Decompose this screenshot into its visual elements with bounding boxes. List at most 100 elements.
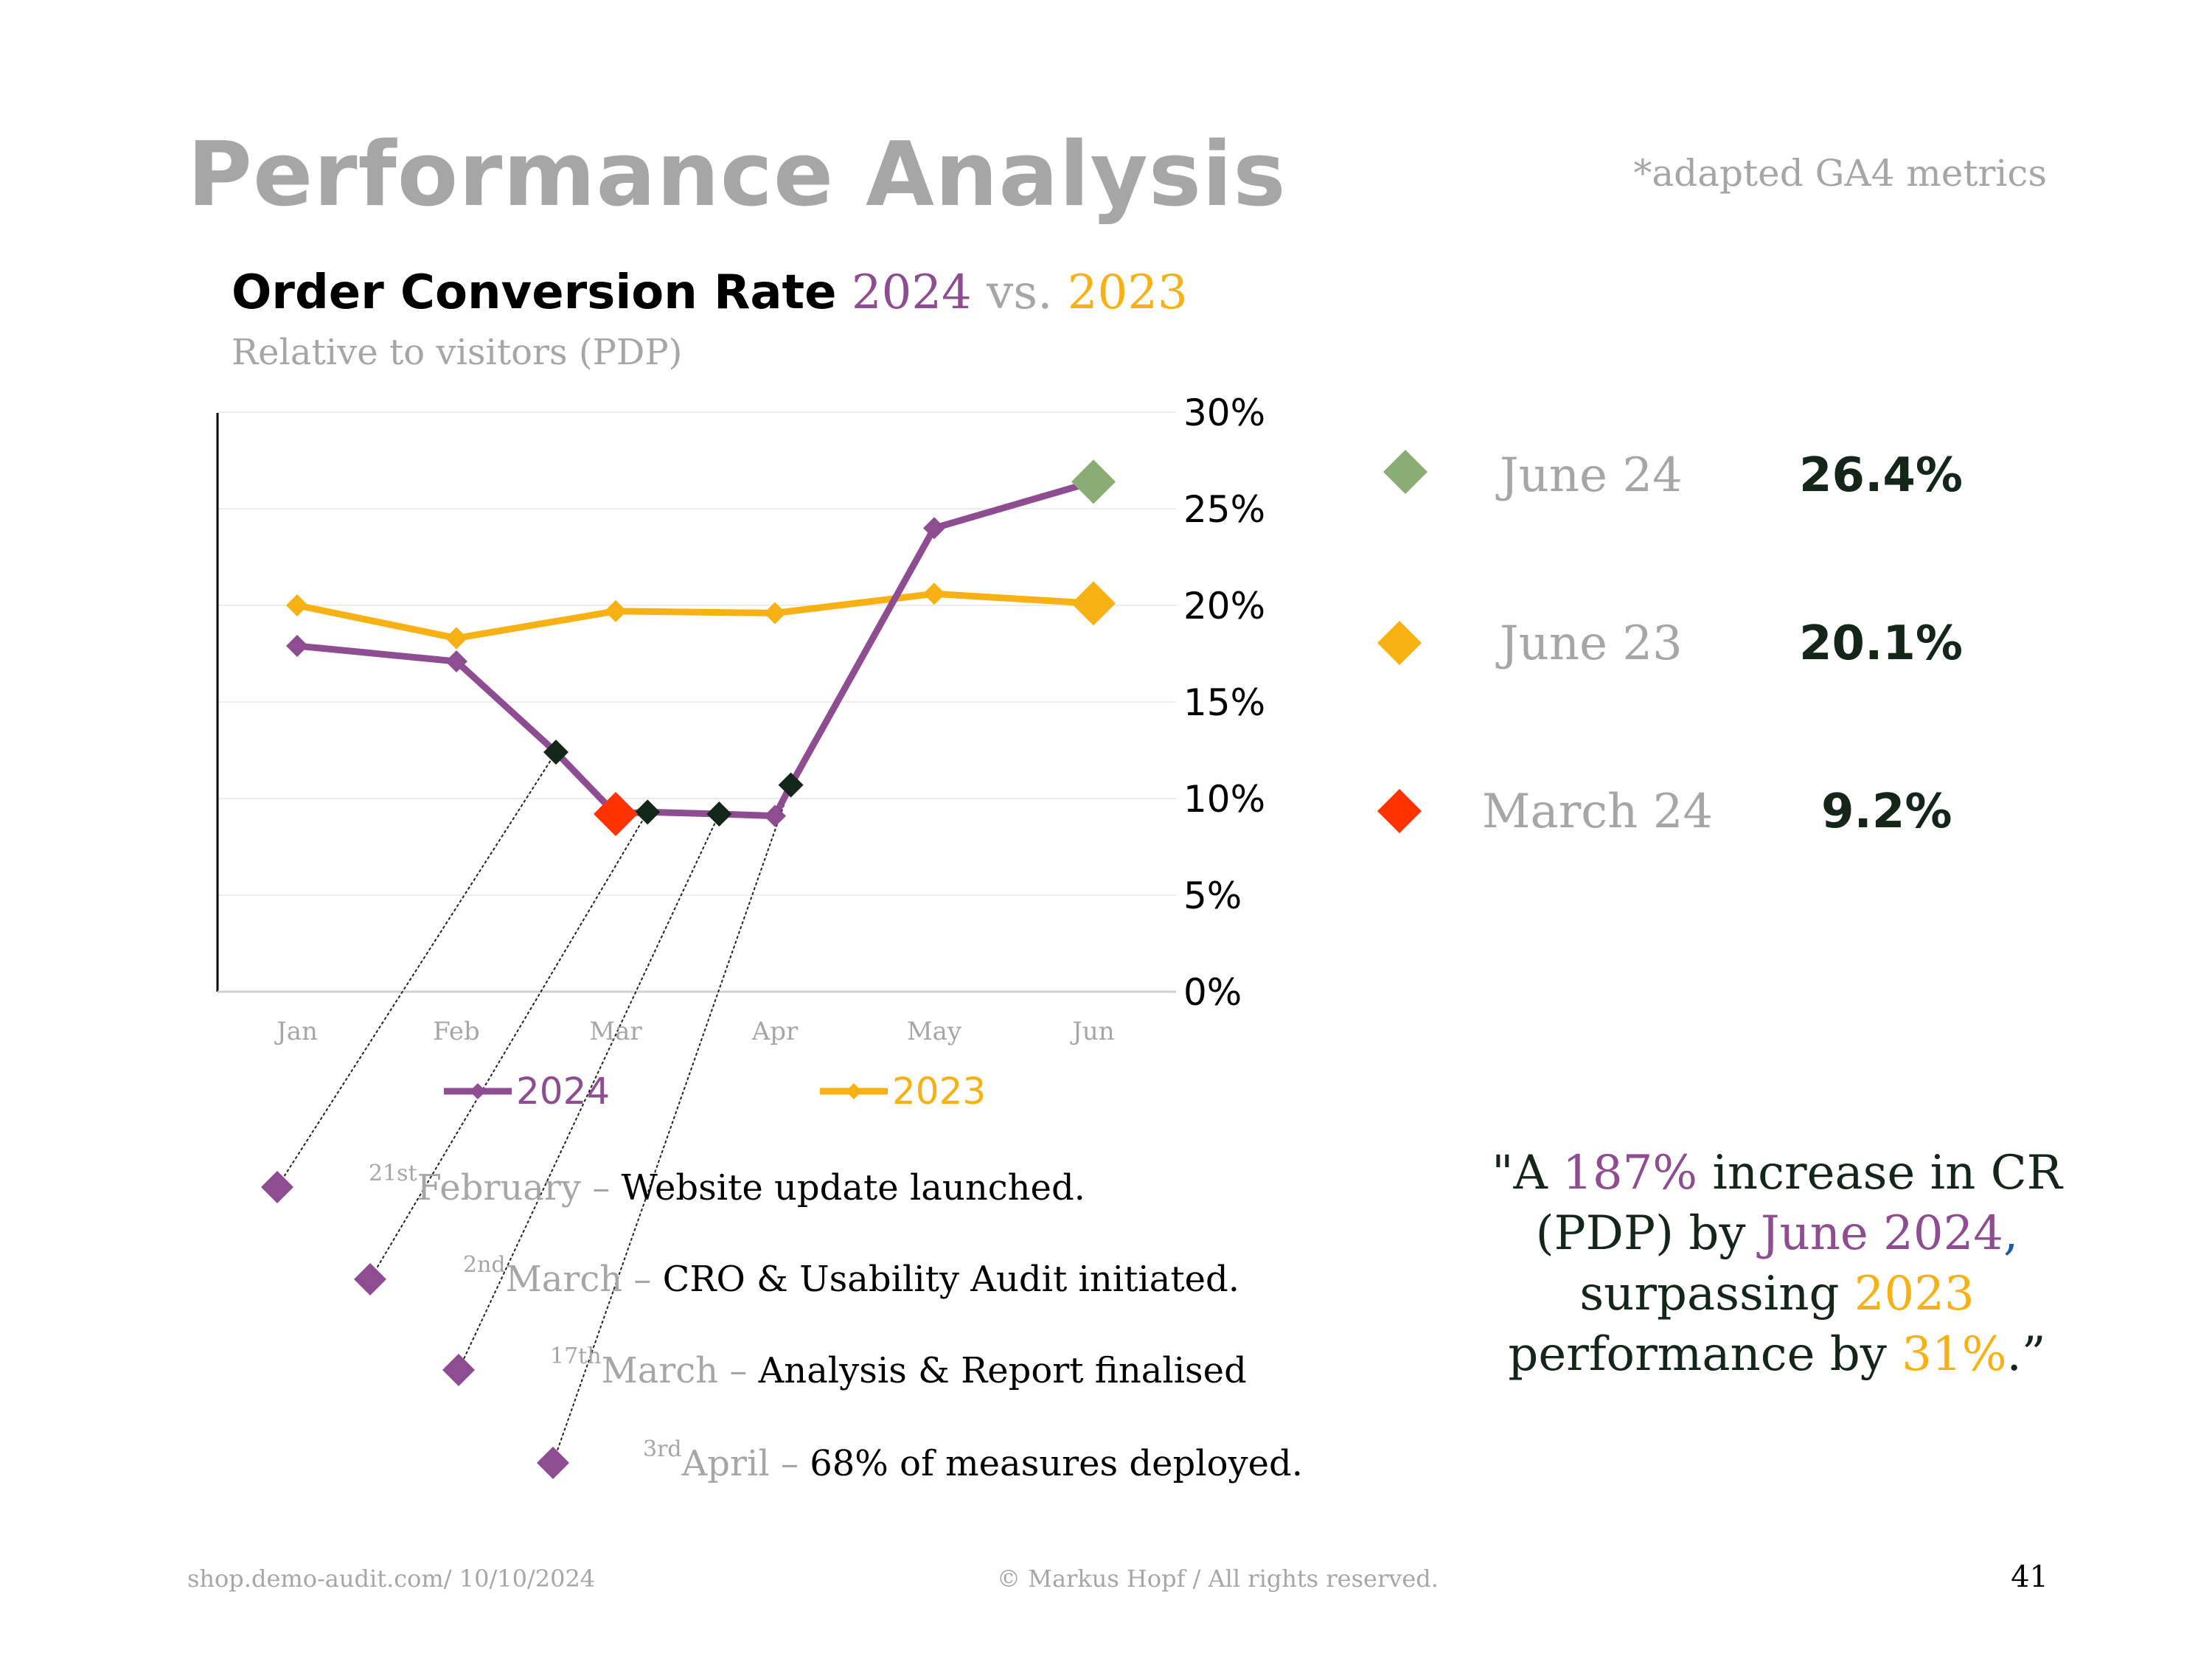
kpi-label-june24: June 24 — [1500, 448, 1683, 503]
highlight-marker — [594, 791, 638, 836]
point-2024 — [923, 517, 945, 540]
event-month: March — [505, 1259, 623, 1300]
event-diamond — [354, 1263, 386, 1295]
legend-label-2023: 2023 — [892, 1070, 986, 1113]
x-tick-label: Mar — [589, 1017, 642, 1046]
point-2024 — [764, 804, 786, 827]
event-marker — [706, 801, 732, 827]
chart-title-2024: 2024 — [851, 265, 972, 320]
legend-marker-2023 — [846, 1083, 862, 1099]
chart-subtitle: Relative to visitors (PDP) — [232, 332, 683, 373]
event-row-report-finalised: 17thMarch – Analysis & Report finalised — [550, 1343, 1247, 1391]
event-text: 68% of measures deployed. — [810, 1443, 1304, 1484]
point-2024 — [286, 635, 308, 658]
event-day: 17th — [550, 1343, 602, 1369]
summary-quote: "A 187% increase in CR (PDP) by June 202… — [1467, 1143, 2087, 1385]
kpi-diamond — [1383, 450, 1427, 494]
event-month: February — [417, 1167, 581, 1208]
event-marker — [778, 772, 804, 798]
series-line-2023 — [296, 590, 1094, 642]
page-number: 41 — [2011, 1560, 2048, 1594]
quote-text: .” — [2006, 1327, 2046, 1382]
footer-source: shop.demo-audit.com/ 10/10/2024 — [187, 1565, 596, 1593]
x-tick-label: Jun — [1070, 1017, 1114, 1046]
series-line-2024 — [296, 478, 1095, 820]
x-tick-label: Apr — [751, 1017, 799, 1046]
quote-text: "A — [1492, 1146, 1563, 1200]
quote-text: performance by — [1508, 1327, 1902, 1382]
x-tick-label: May — [907, 1017, 962, 1046]
point-2023 — [445, 627, 467, 650]
event-row-measures-deployed: 3rdApril – 68% of measures deployed. — [643, 1436, 1303, 1484]
leader-line — [458, 813, 720, 1371]
highlight-marker — [1071, 459, 1116, 504]
event-month: March — [601, 1350, 719, 1391]
event-text: Analysis & Report finalised — [758, 1350, 1247, 1391]
event-text: CRO & Usability Audit initiated. — [662, 1259, 1240, 1300]
legend-label-2024: 2024 — [516, 1070, 610, 1113]
y-tick-label: 20% — [1183, 585, 1265, 627]
quote-comma: , — [2003, 1206, 2019, 1261]
chart-title-2023: 2023 — [1067, 265, 1188, 320]
quote-surpass-pct: 31% — [1902, 1327, 2007, 1382]
y-tick-label: 10% — [1183, 778, 1265, 821]
series-markers — [286, 459, 1116, 836]
y-tick-label: 25% — [1183, 488, 1265, 531]
leader-line — [552, 785, 792, 1464]
kpi-label-june23: June 23 — [1500, 616, 1683, 671]
kpi-value-june24: 26.4% — [1799, 448, 1964, 503]
event-month: April — [681, 1443, 770, 1484]
kpi-value-march24: 9.2% — [1821, 785, 1952, 839]
quote-increase-pct: 187% — [1562, 1146, 1698, 1200]
chart-title-vs: vs. — [987, 265, 1053, 320]
kpi-diamond — [1377, 789, 1422, 833]
chart-legend: 2024 2023 — [444, 1070, 986, 1113]
y-tick-label: 0% — [1183, 971, 1242, 1014]
chart-title: Order Conversion Rate 2024 vs. 2023 — [232, 265, 1188, 320]
page-title: Performance Analysis — [187, 124, 1287, 226]
event-dash: – — [780, 1443, 799, 1484]
event-dash: – — [729, 1350, 748, 1391]
kpi-label-march24: March 24 — [1482, 785, 1714, 839]
quote-year: 2023 — [1854, 1267, 1975, 1321]
footer-copyright: © Markus Hopf / All rights reserved. — [997, 1565, 1439, 1593]
kpi-value-june23: 20.1% — [1799, 616, 1964, 671]
y-tick-label: 30% — [1183, 392, 1265, 434]
kpi-markers — [1377, 450, 1427, 833]
chart-gridlines — [218, 411, 1176, 896]
event-marker — [635, 799, 661, 825]
leader-line — [369, 811, 649, 1280]
point-2023 — [605, 599, 627, 622]
event-dash: – — [592, 1167, 611, 1208]
y-tick-label: 5% — [1183, 874, 1242, 917]
event-diamond — [261, 1171, 293, 1203]
event-row-audit-initiated: 2ndMarch – CRO & Usability Audit initiat… — [463, 1252, 1239, 1300]
kpi-diamond — [1377, 621, 1422, 665]
x-tick-labels: Jan Feb Mar Apr May Jun — [274, 1017, 1115, 1046]
leader-line — [276, 751, 557, 1188]
quote-date: June 2024 — [1760, 1206, 2004, 1261]
event-diamond — [537, 1447, 569, 1479]
x-tick-label: Jan — [274, 1017, 318, 1046]
event-diamond — [442, 1354, 475, 1386]
point-2023 — [764, 602, 786, 625]
y-tick-label: 15% — [1183, 681, 1265, 724]
x-tick-label: Feb — [433, 1017, 480, 1046]
quote-text: increase in CR (PDP) by — [1535, 1146, 2062, 1261]
point-2024 — [445, 650, 467, 672]
point-2023 — [923, 582, 945, 605]
point-2023 — [286, 594, 308, 616]
event-text: Website update launched. — [621, 1167, 1085, 1208]
quote-text: surpassing — [1579, 1267, 1854, 1321]
legend-marker-2024 — [470, 1083, 486, 1099]
series-lines — [296, 478, 1095, 820]
event-day: 3rd — [643, 1436, 682, 1462]
event-diamonds — [261, 1171, 569, 1479]
event-marker — [543, 740, 568, 765]
highlight-marker — [1071, 581, 1116, 626]
event-row-website-update: 21stFebruary – Website update launched. — [369, 1161, 1085, 1208]
y-tick-labels: 30% 25% 20% 15% 10% 5% 0% — [1183, 392, 1265, 1014]
chart-title-main: Order Conversion Rate — [232, 265, 837, 320]
event-day: 2nd — [463, 1252, 506, 1278]
